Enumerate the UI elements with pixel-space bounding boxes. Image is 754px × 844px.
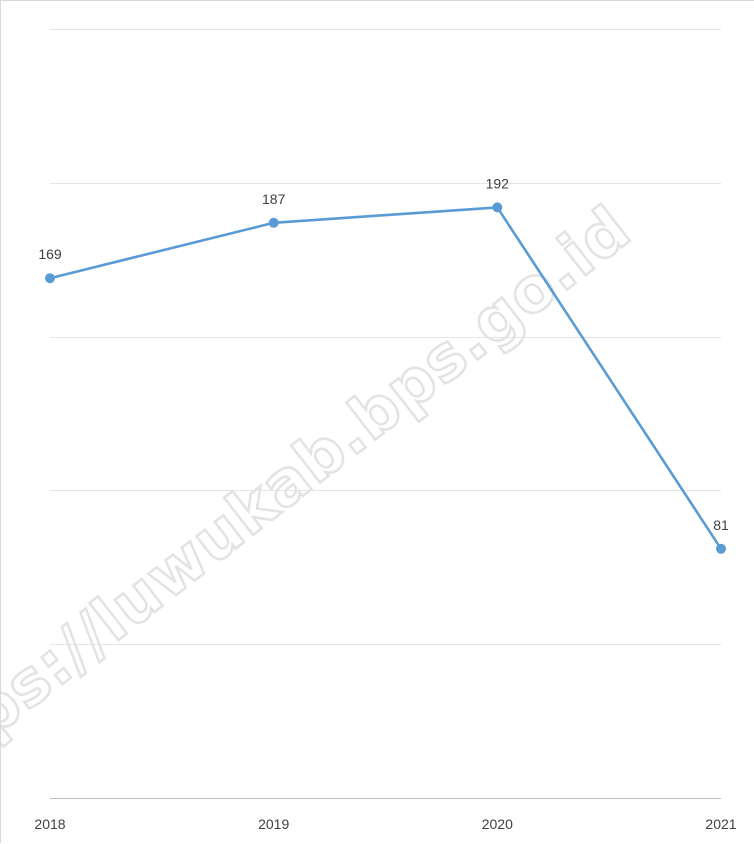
data-label: 187: [262, 191, 286, 207]
data-point-marker: [268, 217, 279, 228]
data-point-marker: [45, 273, 55, 284]
x-tick-label: 2020: [482, 816, 513, 832]
data-label: 81: [713, 517, 729, 533]
data-point-marker: [492, 202, 503, 213]
x-tick-label: 2019: [258, 816, 289, 832]
data-labels: 169 187 192 81: [38, 175, 729, 532]
data-label: 192: [486, 175, 510, 191]
x-tick-label: 2018: [34, 816, 65, 832]
x-tick-label: 2021: [705, 816, 736, 832]
series-line: [48, 206, 723, 551]
gridlines: [50, 29, 721, 799]
data-point-marker: [716, 543, 726, 554]
data-markers: [45, 202, 726, 554]
x-axis-tick-labels: 2018 2019 2020 2021: [34, 816, 736, 832]
data-label: 169: [38, 246, 62, 262]
series-line-group: [48, 206, 723, 551]
